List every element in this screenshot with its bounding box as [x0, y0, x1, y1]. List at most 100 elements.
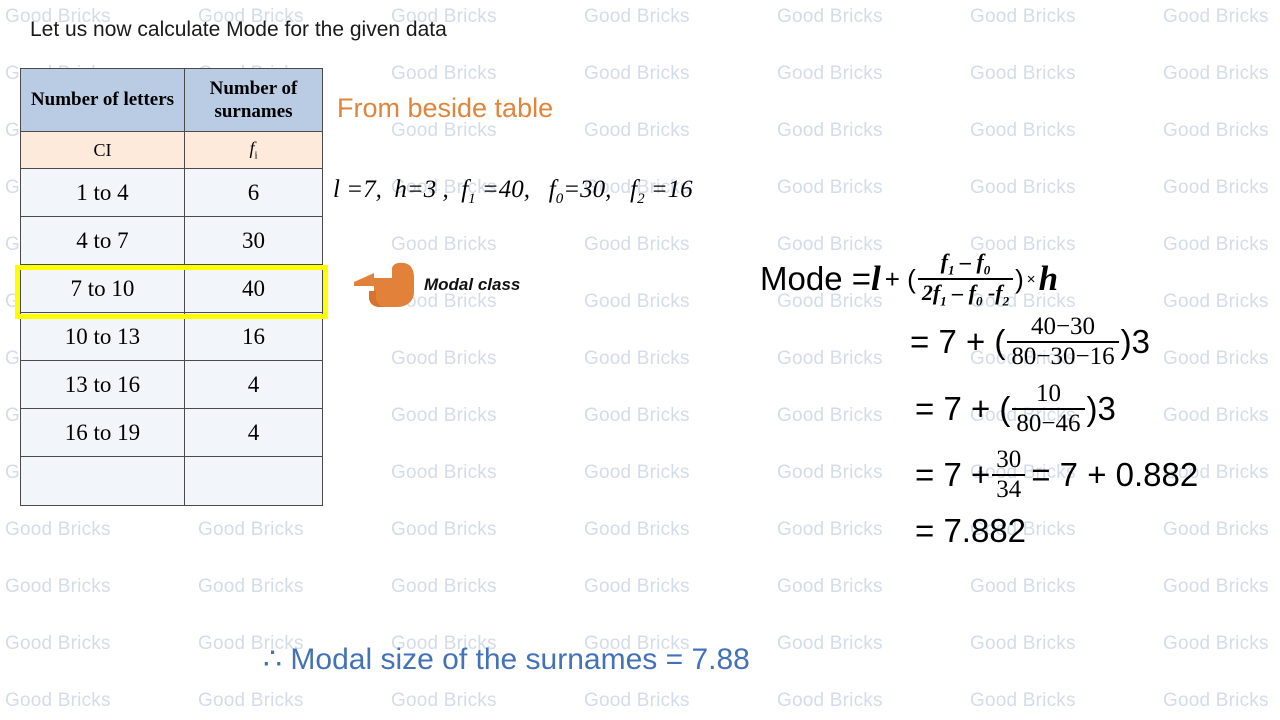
parameters-line: l =7, h=3 , f1 =40, f0=30, f2 =16 — [333, 176, 693, 208]
watermark-text: Good Bricks — [584, 234, 690, 255]
formula-h-symbol: h — [1038, 259, 1059, 299]
den-2f1: 2f — [921, 280, 941, 306]
calculation-step-3: = 7 + ( 10 80−46 )3 — [915, 379, 1198, 438]
cell-ci-4: 13 to 16 — [20, 360, 185, 409]
param-f1-symbol: f — [461, 176, 469, 203]
watermark-text: Good Bricks — [777, 6, 883, 27]
watermark-text: Good Bricks — [970, 633, 1076, 654]
fraction-bar — [917, 278, 1014, 281]
cell-fi-5: 4 — [184, 408, 323, 457]
cell-ci-1: 4 to 7 — [20, 216, 185, 265]
cell-fi-6 — [184, 456, 323, 506]
watermark-text: Good Bricks — [1163, 576, 1269, 597]
num-f0: f — [976, 249, 984, 274]
table-row: 10 to 13 16 — [20, 312, 323, 361]
num-f1: f — [940, 249, 948, 274]
subheader-ci: CI — [20, 131, 185, 169]
table-row-modal-class: 7 to 10 40 — [20, 264, 323, 313]
watermark-text: Good Bricks — [5, 576, 111, 597]
watermark-text: Good Bricks — [391, 348, 497, 369]
cell-fi-1: 30 — [184, 216, 323, 265]
cell-ci-5: 16 to 19 — [20, 408, 185, 457]
table-row: 16 to 19 4 — [20, 408, 323, 457]
watermark-text: Good Bricks — [5, 633, 111, 654]
den-minus-2: - — [982, 280, 996, 306]
watermark-text: Good Bricks — [1163, 633, 1269, 654]
watermark-text: Good Bricks — [5, 519, 111, 540]
watermark-text: Good Bricks — [391, 462, 497, 483]
den-f0-sub: 0 — [975, 293, 983, 309]
watermark-text: Good Bricks — [584, 348, 690, 369]
formula-plus-open-paren: + ( — [884, 263, 916, 294]
watermark-text: Good Bricks — [391, 63, 497, 84]
table-header-row: Number of letters Number of surnames — [20, 68, 323, 132]
step2-fraction: 40−30 80−30−16 — [1007, 313, 1119, 371]
param-f2-value: =16 — [644, 176, 693, 203]
formula-denominator: 2f1 – f0 -f2 — [918, 281, 1013, 308]
cell-ci-2: 7 to 10 — [20, 264, 185, 313]
fraction-bar — [992, 474, 1026, 477]
watermark-text: Good Bricks — [584, 690, 690, 711]
param-f2-symbol: f — [630, 176, 638, 203]
num-f0-sub: 0 — [983, 262, 991, 278]
step2-denominator: 80−30−16 — [1011, 343, 1115, 371]
watermark-text: Good Bricks — [391, 405, 497, 426]
watermark-text: Good Bricks — [584, 120, 690, 141]
watermark-text: Good Bricks — [391, 690, 497, 711]
watermark-text: Good Bricks — [584, 291, 690, 312]
watermark-text: Good Bricks — [777, 633, 883, 654]
table-row: 13 to 16 4 — [20, 360, 323, 409]
subheader-fi-subscript: i — [254, 149, 258, 162]
watermark-text: Good Bricks — [584, 405, 690, 426]
watermark-text: Good Bricks — [584, 576, 690, 597]
cell-fi-4: 4 — [184, 360, 323, 409]
table-subheader-row: CI fi — [20, 131, 323, 169]
table-row: 1 to 4 6 — [20, 168, 323, 217]
watermark-text: Good Bricks — [391, 519, 497, 540]
watermark-text: Good Bricks — [970, 63, 1076, 84]
step4-denominator: 34 — [996, 476, 1022, 504]
conclusion-text: ∴ Modal size of the surnames = 7.88 — [263, 643, 750, 676]
formula-close-paren: ) — [1015, 263, 1024, 294]
cell-fi-0: 6 — [184, 168, 323, 217]
cell-ci-6 — [20, 456, 185, 506]
formula-fraction: f1 – f0 2f1 – f0 -f2 — [917, 249, 1014, 308]
param-f2-subscript: 2 — [637, 191, 645, 207]
formula-l-symbol: l — [871, 259, 881, 299]
watermark-text: Good Bricks — [777, 120, 883, 141]
fraction-bar — [1012, 407, 1085, 410]
watermark-text: Good Bricks — [970, 690, 1076, 711]
watermark-text: Good Bricks — [391, 234, 497, 255]
watermark-text: Good Bricks — [584, 462, 690, 483]
calculation-step-5: = 7.882 — [915, 512, 1198, 550]
mode-formula-row: Mode = l + ( f1 – f0 2f1 – f0 -f2 ) × h — [760, 250, 1198, 308]
param-h-symbol: h — [394, 176, 407, 203]
from-beside-table-label: From beside table — [337, 93, 554, 123]
formula-times-sign: × — [1026, 270, 1036, 288]
step4-prefix: = 7 + — [915, 456, 991, 494]
watermark-text: Good Bricks — [777, 690, 883, 711]
mode-label: Mode = — [760, 260, 871, 298]
cell-fi-3: 16 — [184, 312, 323, 361]
watermark-text: Good Bricks — [777, 63, 883, 84]
num-minus: – — [954, 249, 977, 274]
watermark-text: Good Bricks — [1163, 120, 1269, 141]
step2-prefix: = 7 + ( — [910, 323, 1006, 361]
fraction-bar — [1007, 341, 1119, 344]
step4-fraction: 30 34 — [992, 446, 1026, 504]
cell-ci-0: 1 to 4 — [20, 168, 185, 217]
watermark-text: Good Bricks — [970, 576, 1076, 597]
step3-numerator: 10 — [1035, 379, 1061, 407]
step3-suffix: )3 — [1086, 389, 1116, 427]
step2-numerator: 40−30 — [1030, 313, 1096, 341]
watermark-text: Good Bricks — [391, 576, 497, 597]
watermark-text: Good Bricks — [198, 690, 304, 711]
mode-calculation-block: Mode = l + ( f1 – f0 2f1 – f0 -f2 ) × h … — [760, 250, 1198, 550]
subheader-fi: fi — [184, 131, 323, 169]
watermark-text: Good Bricks — [584, 6, 690, 27]
step2-suffix: )3 — [1120, 323, 1150, 361]
watermark-text: Good Bricks — [1163, 63, 1269, 84]
modal-class-pointer-group: Modal class — [352, 262, 520, 308]
watermark-text: Good Bricks — [970, 120, 1076, 141]
